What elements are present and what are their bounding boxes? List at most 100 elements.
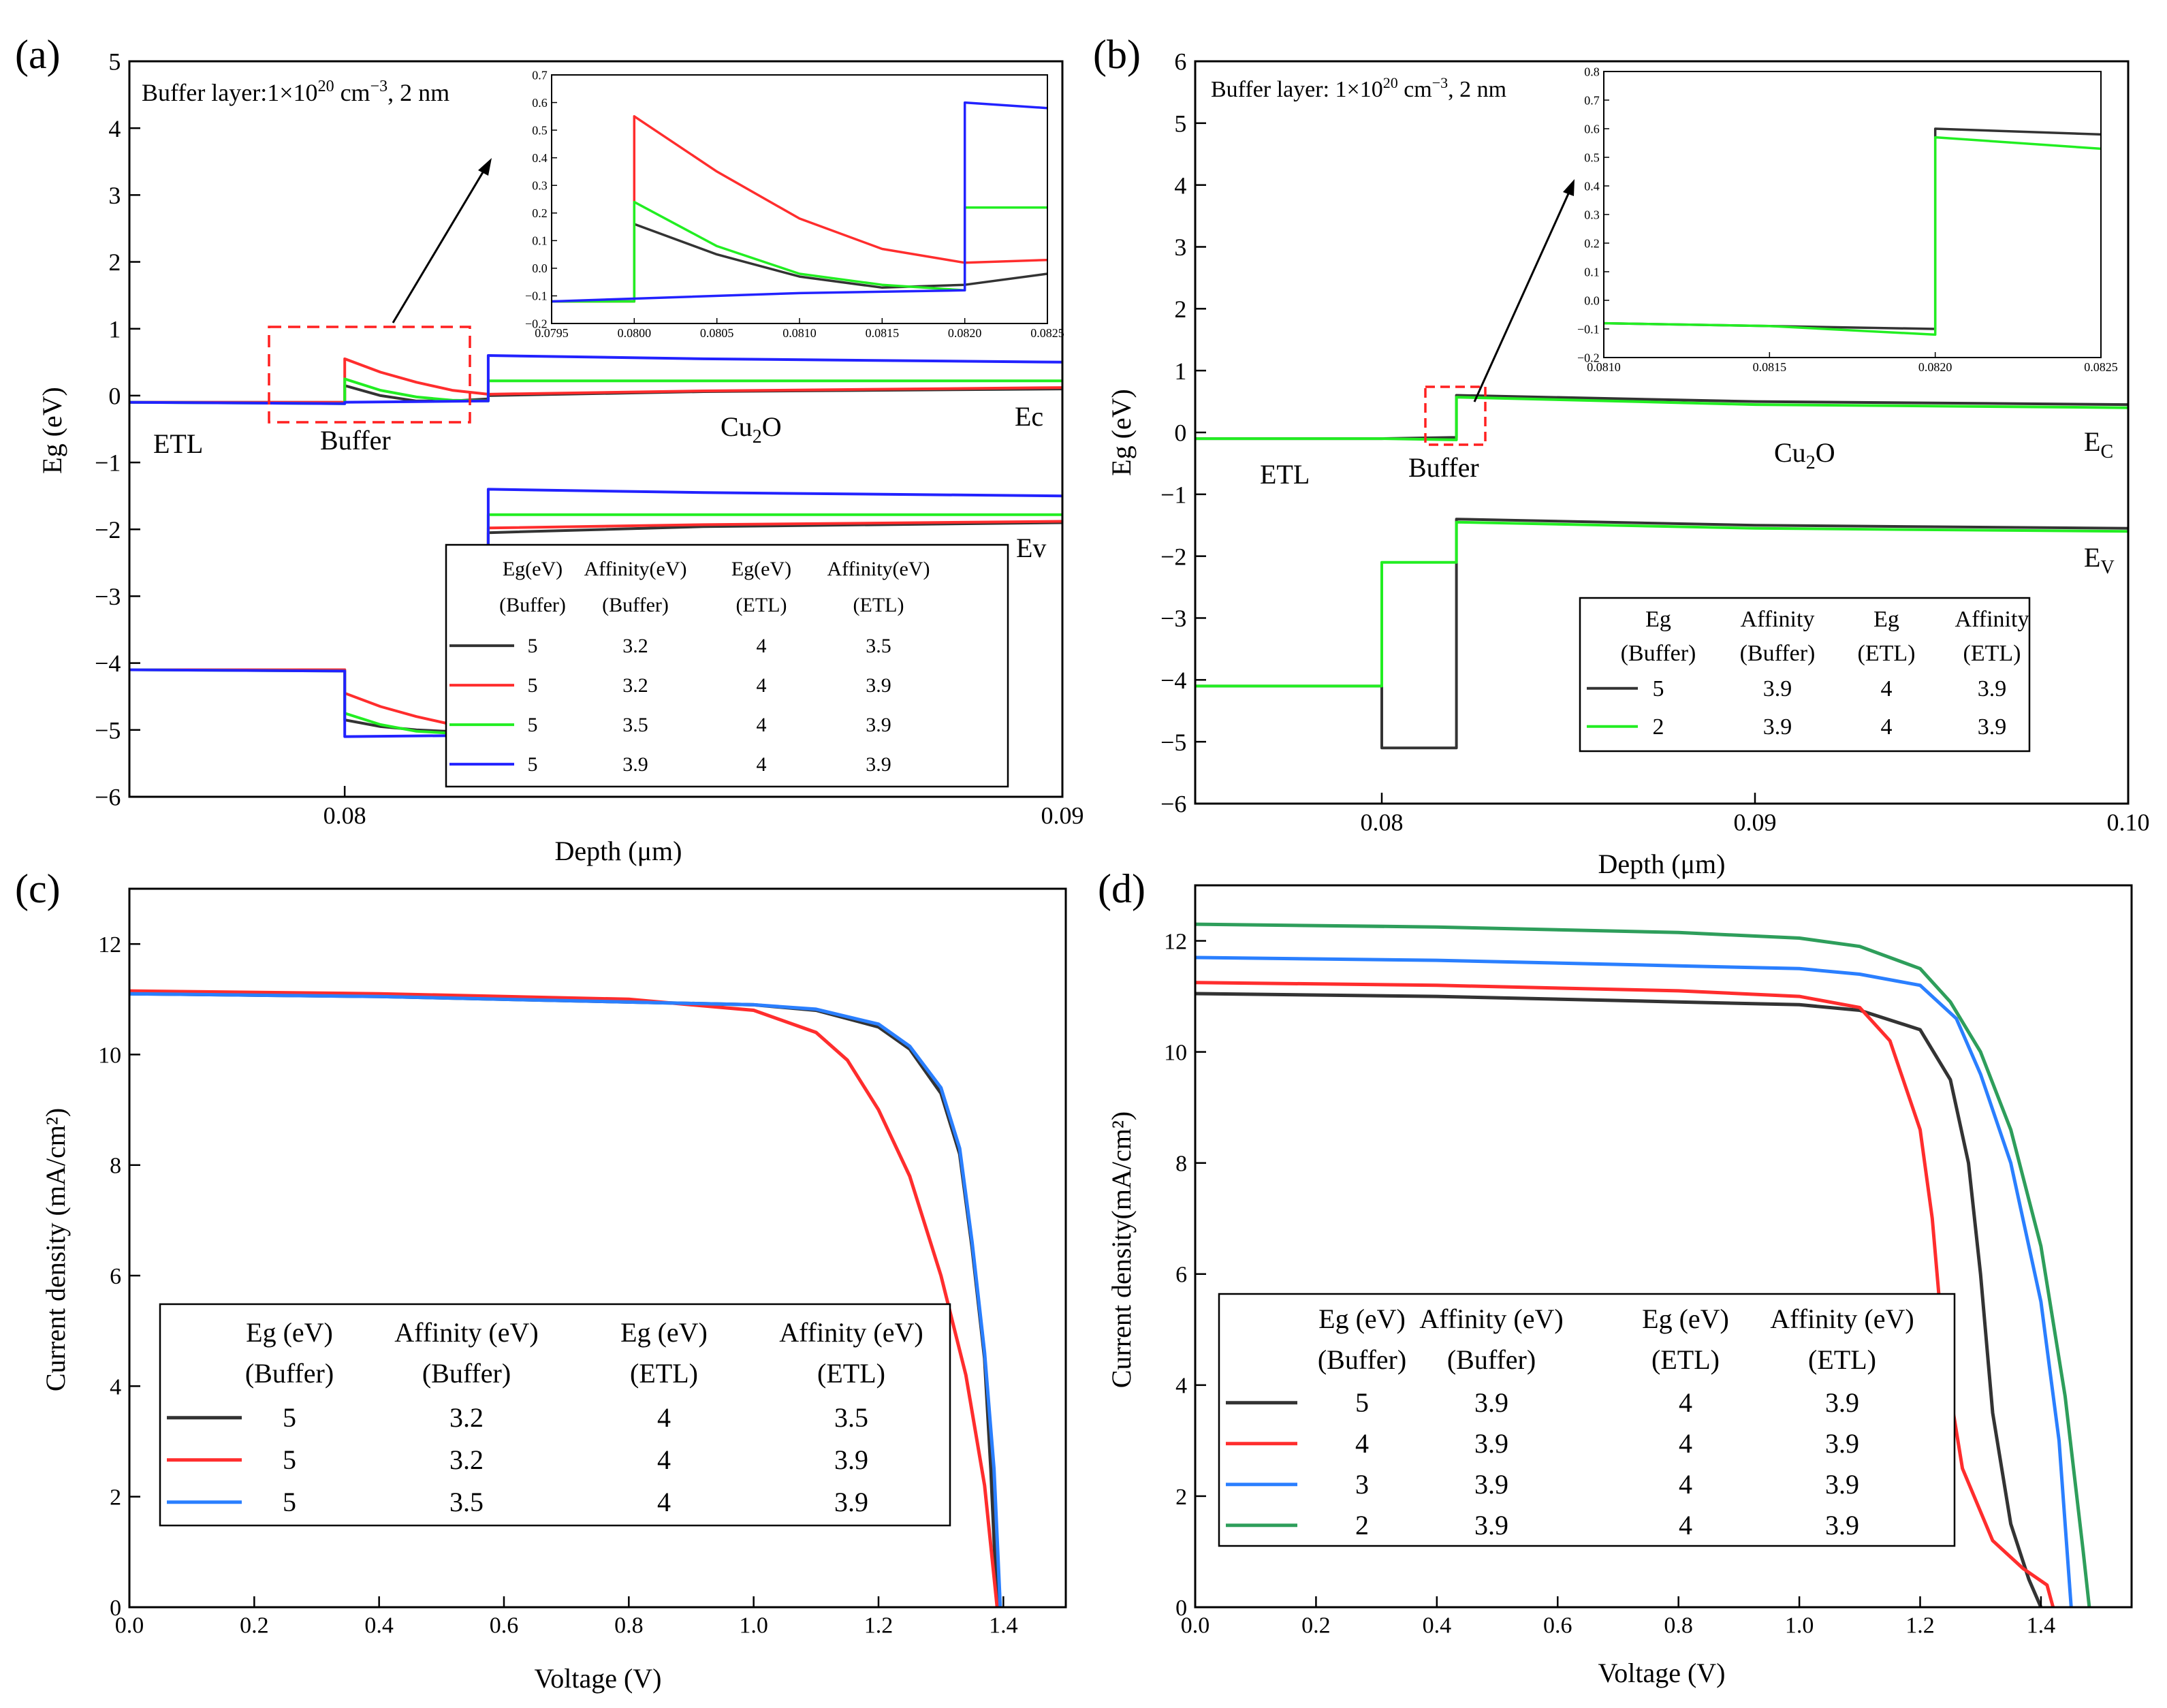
panel-a-inset-series <box>552 101 1047 303</box>
panel-a-legend-header: Eg(eV) <box>503 558 563 580</box>
panel-a-xlabel: Depth (μm) <box>555 836 682 866</box>
panel-b-series-line-2 <box>1195 396 2129 441</box>
panel-d-ticks: 0.0 0.2 0.4 0.6 0.8 1.0 1.2 1.4 0 2 4 6 8 10 12 <box>1164 929 2055 1638</box>
panel-b-legend-subheader: (Buffer) <box>1740 641 1816 666</box>
panel-a-series-line-6 <box>129 354 1063 405</box>
panel-d-xtick-label: 1.4 <box>2027 1613 2056 1638</box>
panel-a-header: Buffer layer:1×1020 cm−3, 2 nm <box>142 78 449 106</box>
panel-c-series <box>129 989 1002 1608</box>
panel-d-legend-subheader: (Buffer) <box>1318 1344 1406 1375</box>
panel-d-ytick-label: 6 <box>1175 1263 1187 1288</box>
panel-a-frame <box>128 60 1064 798</box>
panel-a-ytick-label: −6 <box>95 784 121 811</box>
panel-d-ylabel: Current density(mA/cm²) <box>1106 1111 1137 1388</box>
panel-c-legend-header: Eg (eV) <box>620 1317 708 1348</box>
panel-c-legend-cell: 4 <box>657 1444 671 1475</box>
panel-a-legend-cell: 3.2 <box>622 635 648 657</box>
panel-a-ytick-label: 4 <box>108 115 121 142</box>
panel-d-ytick-label: 0 <box>1175 1596 1187 1621</box>
panel-c-ytick-label: 12 <box>98 932 121 958</box>
panel-c-frame <box>128 887 1067 1609</box>
panel-c-series-line-2 <box>129 992 1002 1608</box>
panel-b-etl-label: ETL <box>1260 459 1310 490</box>
panel-d-xtick-label: 0.6 <box>1543 1613 1572 1638</box>
panel-c-series-line-1 <box>129 989 999 1608</box>
panel-a-inset-xtick-label: 0.0795 <box>535 326 569 340</box>
panel-d-legend-cell: 4 <box>1355 1428 1369 1459</box>
panel-a-legend-header: Affinity(eV) <box>584 558 686 580</box>
panel-c-label: (c) <box>15 866 61 911</box>
panel-b-legend-subheader: (ETL) <box>1858 641 1916 666</box>
panel-c-xlabel: Voltage (V) <box>535 1663 662 1694</box>
panel-c-legend-table: Eg (eV) Affinity (eV) Eg (eV) Affinity (eV)… <box>159 1303 951 1527</box>
panel-a-legend-header: Eg(eV) <box>731 558 791 580</box>
panel-a-legend-subheader: (ETL) <box>853 594 904 616</box>
panel-a-inset-xtick-label: 0.0820 <box>948 326 982 340</box>
panel-a-inset-xtick-label: 0.0825 <box>1030 326 1064 340</box>
panel-c-legend-cell: 5 <box>283 1487 296 1517</box>
panel-b-ytick-label: 3 <box>1174 234 1186 261</box>
panel-b-label: (b) <box>1093 32 1141 77</box>
panel-c-legend-subheader: (ETL) <box>630 1358 698 1389</box>
panel-b-series <box>1195 394 2129 750</box>
panel-b-header: Buffer layer: 1×1020 cm−3, 2 nm <box>1211 74 1506 102</box>
panel-c-legend-cell: 5 <box>283 1444 296 1475</box>
panel-c-ytick-label: 10 <box>98 1043 121 1068</box>
panel-d-legend-cell: 3.9 <box>1474 1469 1508 1500</box>
panel-c-xtick-label: 1.2 <box>864 1613 893 1638</box>
panel-d-xtick-label: 0.0 <box>1181 1613 1210 1638</box>
panel-d-legend-subheader: (ETL) <box>1808 1344 1876 1375</box>
panel-b-ytick-label: −1 <box>1160 481 1186 508</box>
panel-b-ec-label: EC <box>2084 426 2113 462</box>
panel-a-ytick-label: 3 <box>108 182 121 209</box>
panel-c-xtick-label: 0.4 <box>364 1613 394 1638</box>
panel-b-legend-cell: 3.9 <box>1978 714 2007 740</box>
panel-b-inset-bg <box>1604 72 2101 358</box>
panel-d-legend-cell: 3.9 <box>1825 1510 1859 1540</box>
panel-a-ytick-label: −5 <box>95 716 121 744</box>
panel-b-ticks: 0.08 0.09 0.10 −6 −5 −4 −3 −2 −1 0 1 2 3 4 5 6 <box>1160 48 2149 836</box>
panel-b-inset-ytick-label: 0.6 <box>1584 122 1600 136</box>
panel-d-series-line-1 <box>1195 981 2055 1608</box>
panel-d-legend-header: Eg (eV) <box>1318 1303 1406 1334</box>
panel-c-legend-cell: 3.9 <box>834 1487 868 1517</box>
panel-b-legend-header: Eg <box>1645 607 1671 632</box>
panel-b-inset: 0.0810 0.0815 0.0820 0.0825 −0.2 −0.1 0.0 0.1 0.… <box>1577 65 2118 373</box>
panel-a-etl-label: ETL <box>153 428 203 459</box>
panel-a-legend-cell: 3.9 <box>866 753 891 776</box>
panel-a-ytick-label: −3 <box>95 583 121 610</box>
panel-a-inset-series-line-3 <box>552 101 1047 303</box>
panel-b-legend-cell: 5 <box>1653 676 1664 701</box>
panel-c-xtick-label: 0.8 <box>614 1613 644 1638</box>
panel-d-ytick-label: 10 <box>1164 1041 1187 1066</box>
panel-b-xtick-label: 0.10 <box>2107 809 2150 836</box>
panel-b-inset-ytick-label: −0.2 <box>1577 351 1600 364</box>
panel-a-legend-cell: 4 <box>757 674 767 697</box>
panel-d-xtick-label: 0.2 <box>1301 1613 1331 1638</box>
panel-a-legend-cell: 4 <box>757 714 767 736</box>
panel-b-inset-ytick-label: 0.4 <box>1584 179 1600 193</box>
panel-a-legend-cell: 3.9 <box>866 714 891 736</box>
panel-a-xtick-label: 0.09 <box>1041 802 1084 829</box>
panel-a-legend-cell: 3.9 <box>866 674 891 697</box>
panel-c-legend-header: Affinity (eV) <box>394 1317 538 1348</box>
panel-d-legend-subheader: (Buffer) <box>1447 1344 1536 1375</box>
panel-a-inset-xtick-label: 0.0805 <box>700 326 734 340</box>
panel-a-legend-cell: 3.5 <box>866 635 891 657</box>
panel-b-ytick-label: 6 <box>1174 48 1186 76</box>
panel-d-series-line-2 <box>1195 955 2073 1608</box>
panel-a-inset-ytick-label: −0.1 <box>525 289 548 303</box>
panel-a-ylabel: Eg (eV) <box>37 387 67 474</box>
panel-d-legend-box <box>1218 1293 1956 1547</box>
panel-a-legend-subheader: (Buffer) <box>602 594 669 616</box>
panel-a-ec-label: Ec <box>1015 401 1043 432</box>
panel-b-inset-series-line-1 <box>1604 136 2101 336</box>
panel-c-legend-box <box>159 1303 951 1527</box>
panel-d-ytick-label: 4 <box>1175 1374 1187 1399</box>
panel-d-legend-cell: 3.9 <box>1474 1510 1508 1540</box>
panel-a-inset-ytick-label: 0.3 <box>532 179 548 193</box>
panel-b-ytick-label: 0 <box>1174 420 1186 447</box>
panel-d-legend-cell: 3.9 <box>1474 1387 1508 1418</box>
panel-a-inset-xtick-label: 0.0815 <box>866 326 900 340</box>
panel-a-label: (a) <box>15 32 61 77</box>
